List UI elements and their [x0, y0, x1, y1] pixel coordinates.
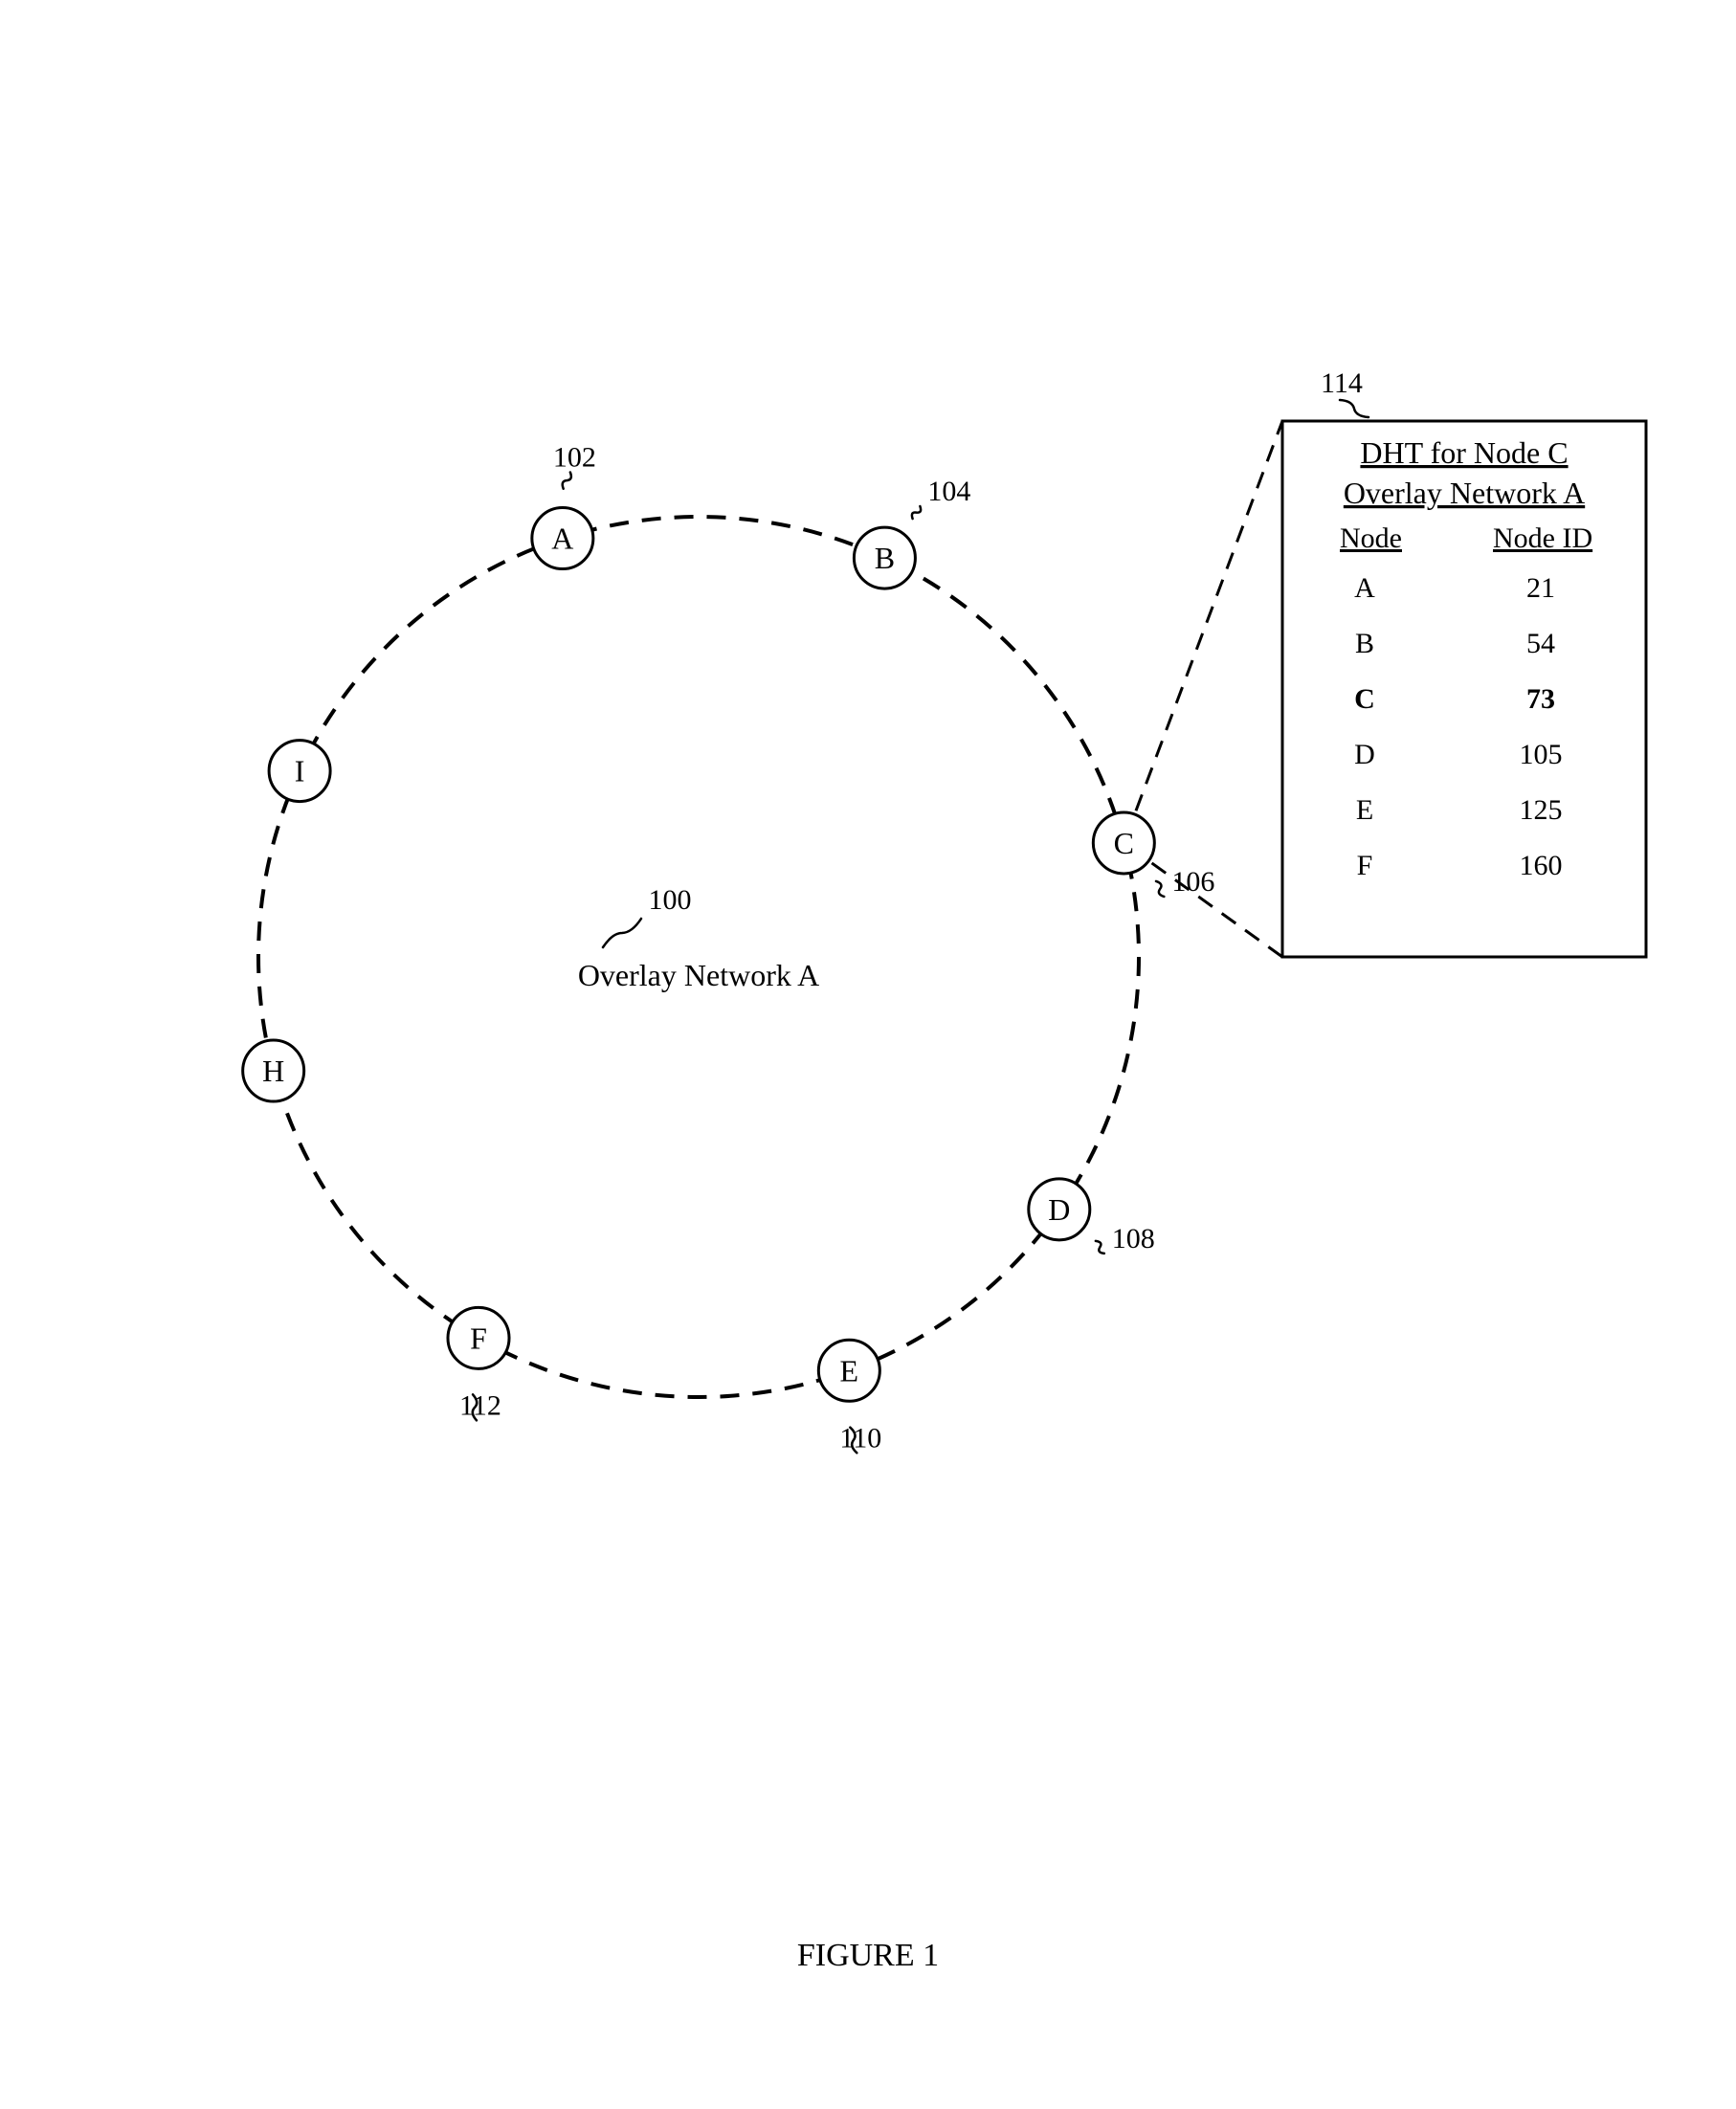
dht-title: DHT for Node C: [1360, 435, 1568, 470]
node-d: D: [1029, 1179, 1090, 1240]
dht-row-2-node: C: [1354, 683, 1375, 715]
ref-100: 100: [649, 884, 692, 916]
node-c-label: C: [1114, 826, 1134, 860]
ref-108-squiggle: [1096, 1241, 1104, 1254]
dht-row-5-node: F: [1357, 850, 1373, 881]
dht-col-nodeid: Node ID: [1493, 522, 1592, 554]
overlay-ring: [258, 517, 1139, 1397]
dht-row-0-node: A: [1354, 572, 1375, 604]
node-h: H: [243, 1040, 304, 1101]
ref-114-squiggle: [1340, 400, 1369, 417]
figure-caption: FIGURE 1: [797, 1938, 939, 1973]
dht-row-5-id: 160: [1520, 850, 1563, 881]
node-e: E: [818, 1340, 879, 1401]
ref-100-squiggle: [603, 919, 641, 947]
dht-row-3-id: 105: [1520, 739, 1563, 770]
dht-col-node: Node: [1340, 522, 1402, 554]
node-e-label: E: [840, 1353, 859, 1388]
dht-row-4-id: 125: [1520, 794, 1563, 826]
ref-102-squiggle: [563, 473, 571, 489]
node-i-label: I: [295, 754, 305, 788]
ref-110: 110: [839, 1422, 881, 1454]
node-c: C: [1093, 812, 1154, 874]
node-b: B: [854, 527, 915, 588]
ref-106-squiggle: [1156, 881, 1164, 897]
dht-row-4-node: E: [1356, 794, 1373, 826]
ref-104-squiggle: [912, 506, 921, 519]
node-a-label: A: [551, 522, 573, 556]
node-f: F: [448, 1307, 509, 1368]
ref-114: 114: [1321, 367, 1363, 399]
dht-row-1-id: 54: [1526, 628, 1555, 659]
dht-subtitle: Overlay Network A: [1344, 476, 1585, 510]
node-h-label: H: [262, 1054, 284, 1088]
ref-112: 112: [459, 1389, 501, 1421]
ref-102: 102: [553, 442, 596, 474]
ref-104: 104: [927, 476, 970, 507]
callout-line-0: [1136, 421, 1282, 810]
ref-108: 108: [1112, 1223, 1155, 1254]
dht-row-2-id: 73: [1526, 683, 1555, 715]
dht-row-3-node: D: [1354, 739, 1375, 770]
dht-row-0-id: 21: [1526, 572, 1555, 604]
overlay-network-label: Overlay Network A: [578, 958, 819, 992]
node-f-label: F: [470, 1321, 487, 1355]
node-a: A: [532, 508, 593, 569]
dht-row-1-node: B: [1355, 628, 1374, 659]
node-d-label: D: [1048, 1192, 1070, 1227]
node-i: I: [269, 741, 330, 802]
node-b-label: B: [875, 541, 895, 575]
